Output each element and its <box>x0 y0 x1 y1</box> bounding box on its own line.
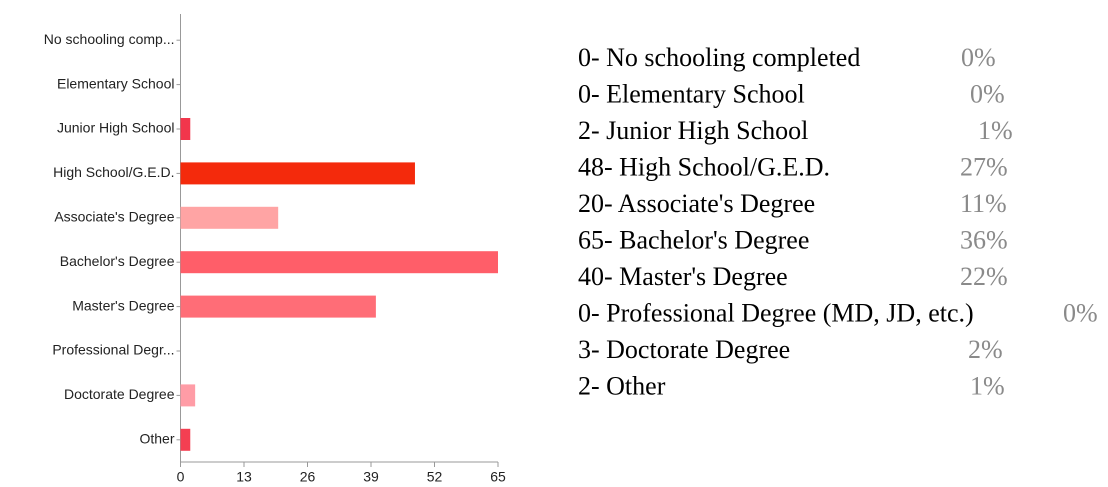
y-tick-label: Other <box>139 431 174 447</box>
y-tick-label: Junior High School <box>57 120 175 136</box>
bar <box>180 162 415 185</box>
y-tick-label: Bachelor's Degree <box>60 253 175 269</box>
bar <box>180 118 191 140</box>
summary-text: 3- Doctorate Degree <box>578 335 790 364</box>
summary-text: 2- Junior High School <box>578 116 808 145</box>
x-tick-label: 0 <box>177 469 185 485</box>
bar <box>180 206 279 229</box>
x-tick-label: 65 <box>490 469 506 485</box>
summary-percent: 1% <box>978 116 1013 145</box>
x-tick-label: 52 <box>427 469 443 485</box>
summary-percent: 27% <box>960 152 1008 181</box>
x-tick-label: 13 <box>236 469 252 485</box>
y-tick-label: Elementary School <box>57 75 175 91</box>
summary-percent: 0% <box>970 79 1005 108</box>
x-tick-label: 26 <box>300 469 316 485</box>
summary-percent: 0% <box>1063 298 1098 327</box>
summary-text: 0- Elementary School <box>578 79 805 108</box>
summary-percent: 1% <box>970 371 1005 400</box>
summary-percent: 2% <box>968 335 1003 364</box>
y-tick-label: High School/G.E.D. <box>53 164 174 180</box>
y-tick-label: Master's Degree <box>72 297 174 313</box>
bar <box>180 295 376 318</box>
y-tick-label: No schooling comp... <box>44 31 175 47</box>
bar <box>180 428 191 451</box>
summary-percent: 11% <box>960 189 1007 218</box>
summary-percent: 36% <box>960 225 1008 254</box>
summary-text: 40- Master's Degree <box>578 262 788 291</box>
bar <box>180 251 498 274</box>
summary-text: 65- Bachelor's Degree <box>578 225 809 254</box>
bar <box>180 384 196 407</box>
y-tick-label: Doctorate Degree <box>64 386 175 402</box>
summary-text: 20- Associate's Degree <box>578 189 815 218</box>
x-tick-label: 39 <box>363 469 379 485</box>
summary-text: 2- Other <box>578 371 666 400</box>
summary-text: 48- High School/G.E.D. <box>578 152 830 181</box>
y-tick-label: Professional Degr... <box>52 342 174 358</box>
summary-text: 0- No schooling completed <box>578 43 860 72</box>
summary-percent: 0% <box>961 43 996 72</box>
y-tick-label: Associate's Degree <box>54 209 174 225</box>
summary-text: 0- Professional Degree (MD, JD, etc.) <box>578 298 974 327</box>
summary-percent: 22% <box>960 262 1008 291</box>
